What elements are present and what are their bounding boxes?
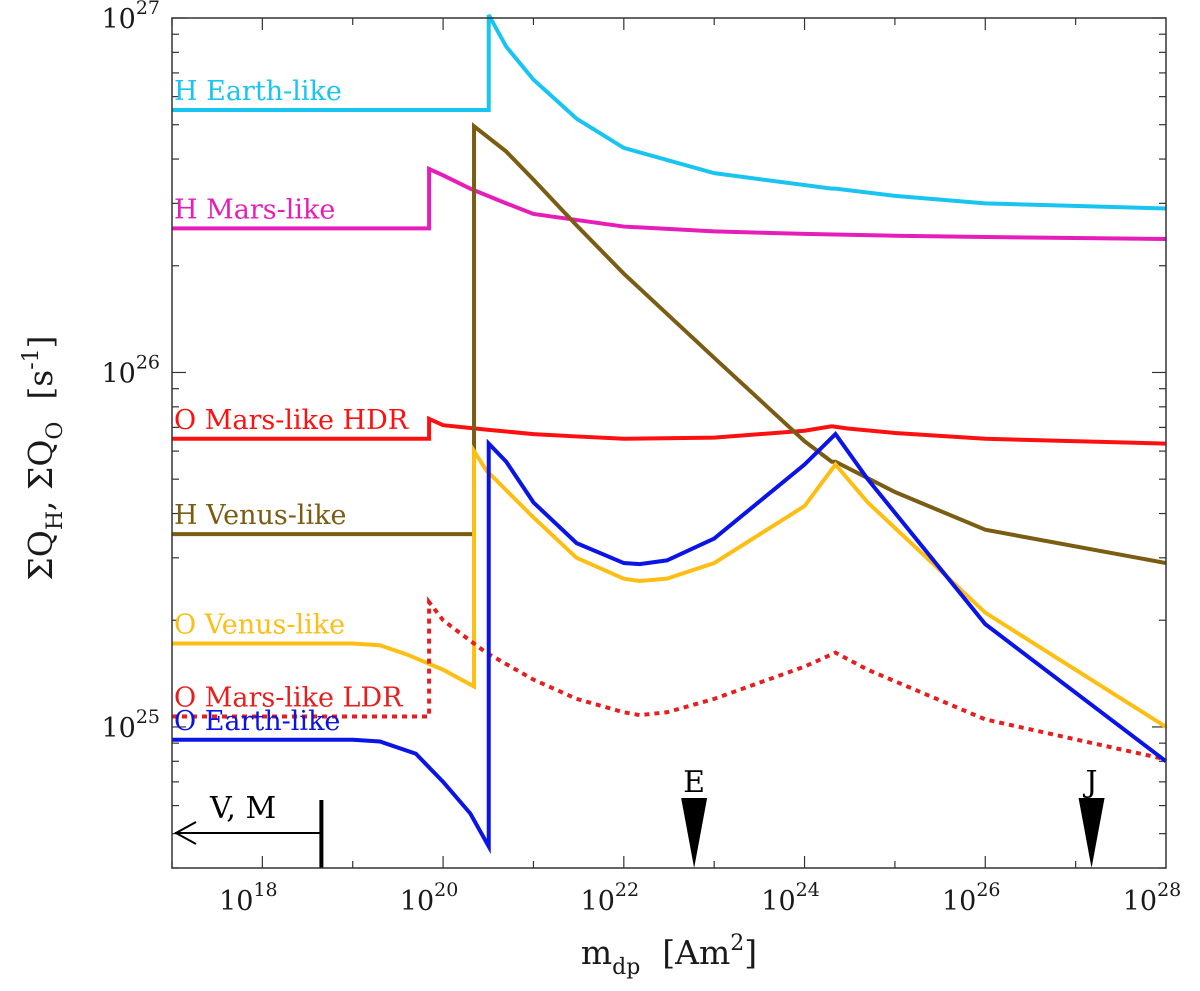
x-tick-label: 1028 [1123,879,1182,917]
y-axis-sub1: H [43,511,68,530]
x-axis-unit-end: ] [744,933,757,972]
series-label-h-earth-like: H Earth-like [174,76,342,107]
x-axis-unit: [Am [662,933,730,972]
x-tick-exp: 24 [796,879,820,901]
y-tick-base: 10 [101,358,135,389]
y-tick-exp: 25 [136,706,160,728]
x-tick-base: 10 [1123,886,1157,917]
x-axis-sub: dp [612,955,640,980]
y-tick-exp: 27 [136,0,160,19]
series-label-h-venus-like: H Venus-like [174,500,347,531]
y-axis-unit-sup: -1 [19,348,44,369]
x-tick-base: 10 [219,886,253,917]
y-tick-exp: 26 [136,351,160,373]
y-axis-sub2: O [43,422,68,440]
x-tick-exp: 26 [976,879,1000,901]
x-axis-unit-sup: 2 [730,931,744,956]
marker-label-e: E [683,765,705,800]
y-tick-label: 1027 [101,0,160,35]
x-tick-labels: 1018 1020 1022 1024 1026 1028 [219,879,1181,917]
x-tick-label: 1026 [942,879,1001,917]
x-tick-label: 1024 [761,879,820,917]
series-label-o-venus-like: O Venus-like [174,609,345,640]
x-tick-base: 10 [761,886,795,917]
x-tick-exp: 18 [253,879,277,901]
x-tick-label: 1022 [581,879,640,917]
y-tick-base: 10 [101,713,135,744]
x-axis-main: m [581,933,612,972]
y-axis-comma: , ΣQ [21,440,60,511]
y-axis-unit-end: ] [21,335,60,348]
x-tick-label: 1020 [400,879,459,917]
x-tick-base: 10 [581,886,615,917]
series-label-h-mars-like: H Mars-like [174,194,335,225]
x-tick-exp: 22 [615,879,639,901]
x-axis-title: mdp [Am2] [581,931,757,980]
chart: H Earth-like H Mars-like O Mars-like HDR H … [0,0,1200,991]
x-tick-label: 1018 [219,879,278,917]
y-tick-base: 10 [101,4,135,35]
y-axis-unit: [s [21,370,60,400]
x-tick-exp: 20 [434,879,458,901]
y-axis-title: ΣQH, ΣQO [s-1] [19,335,68,580]
range-label: V, M [209,791,276,826]
y-tick-label: 1026 [101,351,160,389]
series-label-o-mars-like-hdr: O Mars-like HDR [174,405,409,436]
y-axis-part1: ΣQ [21,530,60,580]
y-tick-label: 1025 [101,706,160,744]
x-tick-exp: 28 [1157,879,1181,901]
marker-label-j: J [1083,765,1098,800]
x-tick-base: 10 [400,886,434,917]
x-tick-base: 10 [942,886,976,917]
series-label-o-earth-like: O Earth-like [174,706,340,737]
